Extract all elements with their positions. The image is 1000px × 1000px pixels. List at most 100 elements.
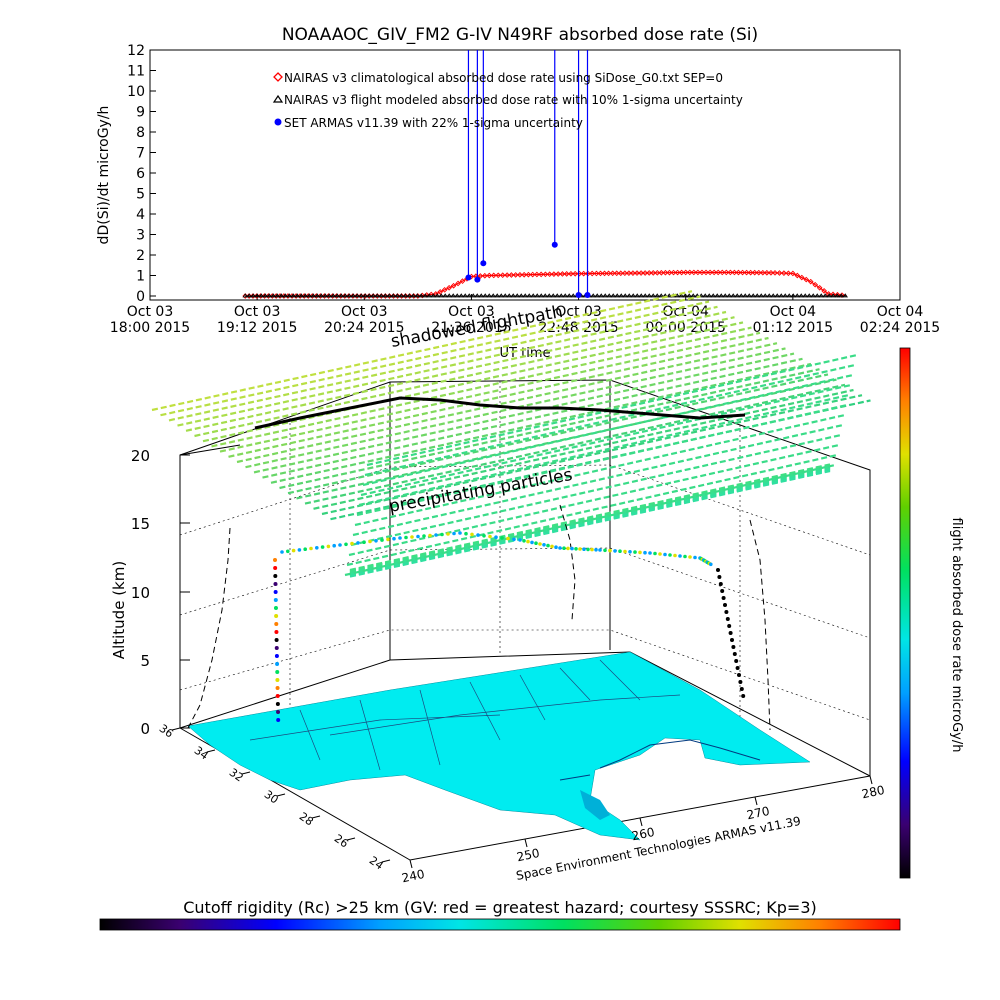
x-tick-label-day: Oct 03 [448,304,494,320]
flight-track-point [273,598,278,602]
altitude-tick-label: 15 [131,515,150,533]
flight-track-point [518,538,522,542]
particle-streak [304,383,846,505]
nairas-climatological-point [670,269,677,276]
flight-track-point [274,614,279,618]
flight-track-point [428,533,432,538]
legend-marker-nairas-flight [272,94,284,103]
particle-streak [349,469,831,578]
lower-particle-sheet [344,353,858,578]
x-tick-label-time: 01:12 2015 [753,320,833,336]
latitude-tick-label: 36 [157,722,176,741]
nairas-climatological-point [446,284,452,291]
y-tick-label: 11 [127,64,145,80]
flight-track-point [464,531,468,536]
nairas-flight-point [738,293,744,298]
particle-streak [287,373,829,495]
nairas-flight-point [826,293,832,298]
nairas-climatological-point [576,270,583,277]
nairas-climatological-point [542,271,549,278]
flight-track-point [628,550,632,554]
flight-track-point [434,533,438,537]
nairas-climatological-point [690,269,697,276]
nairas-climatological-point [798,274,805,281]
flight-track-point [273,574,278,578]
nairas-climatological-point [370,293,377,299]
x-tick-label-day: Oct 03 [341,304,387,320]
nairas-flight-point [338,293,344,298]
longitude-tick-mark [639,817,643,827]
flight-track-point [303,547,308,551]
nairas-climatological-point [776,270,783,276]
flightpath-projection-dashed [187,504,771,731]
latitude-tick-mark [171,727,181,731]
nairas-climatological-point [695,269,701,276]
nairas-flight-point [746,293,752,298]
nairas-climatological-point [499,272,506,279]
top-chart-title: NOAAAOC_GIV_FM2 G-IV N49RF absorbed dose… [282,25,758,45]
bottom-colorbar: Cutoff rigidity (Rc) >25 km (GV: red = g… [99,898,901,931]
nairas-climatological-point [626,270,632,276]
nairas-flight-point [258,293,264,298]
flight-track-point [725,617,730,621]
nairas-climatological-point [366,293,372,299]
nairas-flight-point [494,293,500,298]
flight-track-point [739,687,744,691]
particle-streak [366,353,858,467]
nairas-flight-point [290,293,296,298]
latitude-tick-label: 34 [192,744,211,763]
flight-track-point [286,549,290,554]
nairas-flight-point [374,293,380,298]
ocean-patch [580,790,610,820]
altitude-tick-label: 5 [140,652,150,670]
legend-text-armas: SET ARMAS v11.39 with 22% 1-sigma uncert… [284,116,583,130]
flight-track-point [538,542,542,546]
flight-track-point [608,548,612,553]
flight-track-point [458,531,462,535]
flight-track-point [730,638,734,642]
nairas-flight-point [710,293,716,298]
nairas-climatological-point [293,293,299,299]
nairas-flight-point [758,293,764,298]
legend-marker-armas [274,118,282,126]
nairas-climatological-point [521,271,527,278]
flight-track-point [274,622,279,626]
flight-track-point [512,537,516,542]
x-tick-label-time: 22:48 2015 [538,320,618,336]
nairas-climatological-point [807,278,814,285]
nairas-flight-point [766,293,772,298]
nairas-flight-point [838,293,844,298]
longitude-tick-mark [524,838,528,848]
nairas-flight-point [454,293,460,298]
nairas-flight-point [730,293,736,298]
nairas-flight-point [686,293,692,298]
nairas-flight-point [390,293,396,298]
particle-streak [352,423,844,537]
top-x-axis-label: UT time [500,346,551,361]
nairas-flight-point [726,293,732,298]
particle-streak [253,352,795,474]
nairas-flight-point [414,293,420,298]
nairas-climatological-point [686,269,693,276]
flight-track-point [574,547,578,551]
flight-track-point [582,547,586,551]
flight-track-point [506,536,510,541]
nairas-climatological-point [646,270,653,276]
y-tick-label: 1 [136,269,145,285]
armas-point [584,291,591,298]
nairas-climatological-point [759,269,766,276]
longitude-axis: 240 250 260 270 280 [401,775,886,885]
nairas-flight-point [422,293,428,298]
nairas-flight-point [382,293,388,298]
flight-track-point [275,686,280,690]
flight-track-point [668,553,672,557]
nairas-flight-point [386,293,392,298]
particle-streak [356,403,848,517]
altitude-axis-label: Altitude (km) [110,561,128,659]
nairas-climatological-point [529,271,536,278]
nairas-climatological-point [794,272,801,279]
top-legend: NAIRAS v3 climatological absorbed dose r… [272,71,743,130]
nairas-flight-point [458,293,464,298]
flight-track-point [274,654,279,658]
